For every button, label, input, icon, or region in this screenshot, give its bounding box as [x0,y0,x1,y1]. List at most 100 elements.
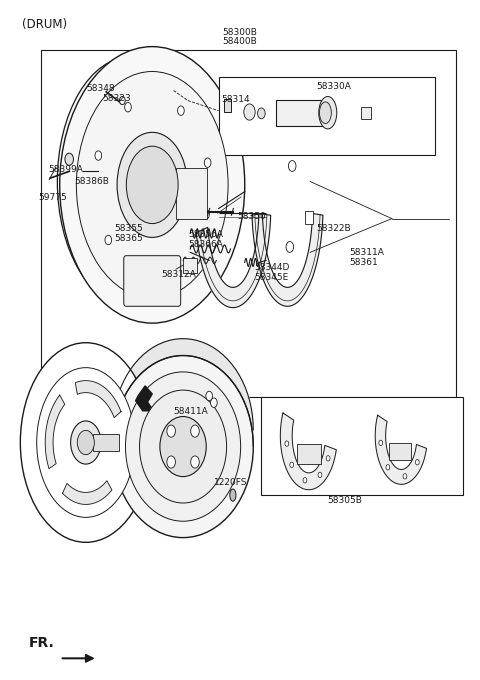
Polygon shape [117,394,119,418]
Polygon shape [175,339,180,356]
Polygon shape [139,355,143,376]
Polygon shape [121,381,124,404]
Bar [224,99,231,112]
Bar [261,397,463,495]
Polygon shape [252,214,323,306]
Text: 58300B: 58300B [223,28,257,37]
Ellipse shape [140,390,227,503]
Ellipse shape [230,489,236,501]
Polygon shape [223,355,228,376]
Circle shape [286,241,294,252]
Circle shape [95,151,102,160]
Circle shape [318,472,322,477]
Circle shape [288,160,296,171]
Circle shape [326,456,330,461]
Circle shape [178,106,184,116]
Polygon shape [218,351,223,372]
Circle shape [244,104,255,120]
Circle shape [77,430,95,455]
Circle shape [386,464,390,470]
Circle shape [403,473,407,479]
Text: (DRUM): (DRUM) [22,18,67,31]
Ellipse shape [72,202,91,222]
Circle shape [290,462,294,468]
Ellipse shape [76,71,228,299]
Text: 58322B: 58322B [316,224,350,233]
Ellipse shape [60,47,245,323]
Ellipse shape [126,146,178,224]
Polygon shape [75,381,121,418]
Polygon shape [124,375,127,398]
Text: 58312A: 58312A [162,270,196,279]
Circle shape [206,391,213,401]
Bar [361,107,372,119]
Bar [176,168,207,218]
Ellipse shape [113,356,253,538]
Circle shape [168,260,175,270]
Text: FR.: FR. [29,636,55,650]
Polygon shape [45,395,65,469]
Polygon shape [252,415,253,439]
Polygon shape [280,413,336,490]
Ellipse shape [36,368,135,517]
Ellipse shape [319,97,337,129]
Text: 58350: 58350 [238,212,266,221]
Polygon shape [148,347,153,368]
Polygon shape [196,214,271,307]
Polygon shape [153,345,158,364]
Text: 58311A: 58311A [349,248,384,256]
Polygon shape [115,401,117,425]
Polygon shape [114,408,115,432]
Polygon shape [131,364,134,386]
Circle shape [285,441,289,446]
Polygon shape [164,341,169,359]
Circle shape [120,97,125,105]
Circle shape [125,103,132,112]
Polygon shape [248,394,250,418]
Circle shape [203,209,209,219]
Polygon shape [197,341,203,359]
FancyBboxPatch shape [124,256,180,306]
Polygon shape [113,415,114,439]
Text: 58355: 58355 [114,224,143,233]
Polygon shape [245,388,248,411]
Circle shape [167,456,175,468]
Polygon shape [203,342,208,362]
Text: 58365: 58365 [114,234,143,243]
Text: 58411A: 58411A [174,407,208,416]
Circle shape [191,425,199,437]
Polygon shape [134,359,139,381]
Polygon shape [136,386,154,411]
Circle shape [258,108,265,119]
Bar [304,211,313,224]
Polygon shape [186,339,192,356]
Circle shape [211,398,217,407]
Polygon shape [158,342,164,362]
Polygon shape [169,339,175,358]
Ellipse shape [20,343,151,543]
Text: 58314: 58314 [221,95,250,103]
Circle shape [191,456,199,468]
Text: 58366A: 58366A [188,240,223,249]
Text: 58330A: 58330A [316,82,351,91]
Ellipse shape [117,133,187,237]
Bar [276,100,328,126]
Text: 58361: 58361 [349,258,378,267]
Text: 58399A: 58399A [48,165,83,173]
Circle shape [204,158,211,167]
Circle shape [65,153,73,165]
Bar [183,258,197,273]
Polygon shape [242,381,245,404]
Ellipse shape [83,101,179,262]
Text: 58386B: 58386B [74,177,109,186]
Ellipse shape [125,372,240,522]
Circle shape [71,421,101,464]
Polygon shape [208,345,213,364]
Text: 58356A: 58356A [188,230,223,239]
Polygon shape [143,351,148,372]
Polygon shape [239,375,242,398]
Polygon shape [250,401,251,425]
Circle shape [303,477,307,483]
Text: 1220FS: 1220FS [214,478,247,488]
Text: 58400B: 58400B [223,37,257,46]
